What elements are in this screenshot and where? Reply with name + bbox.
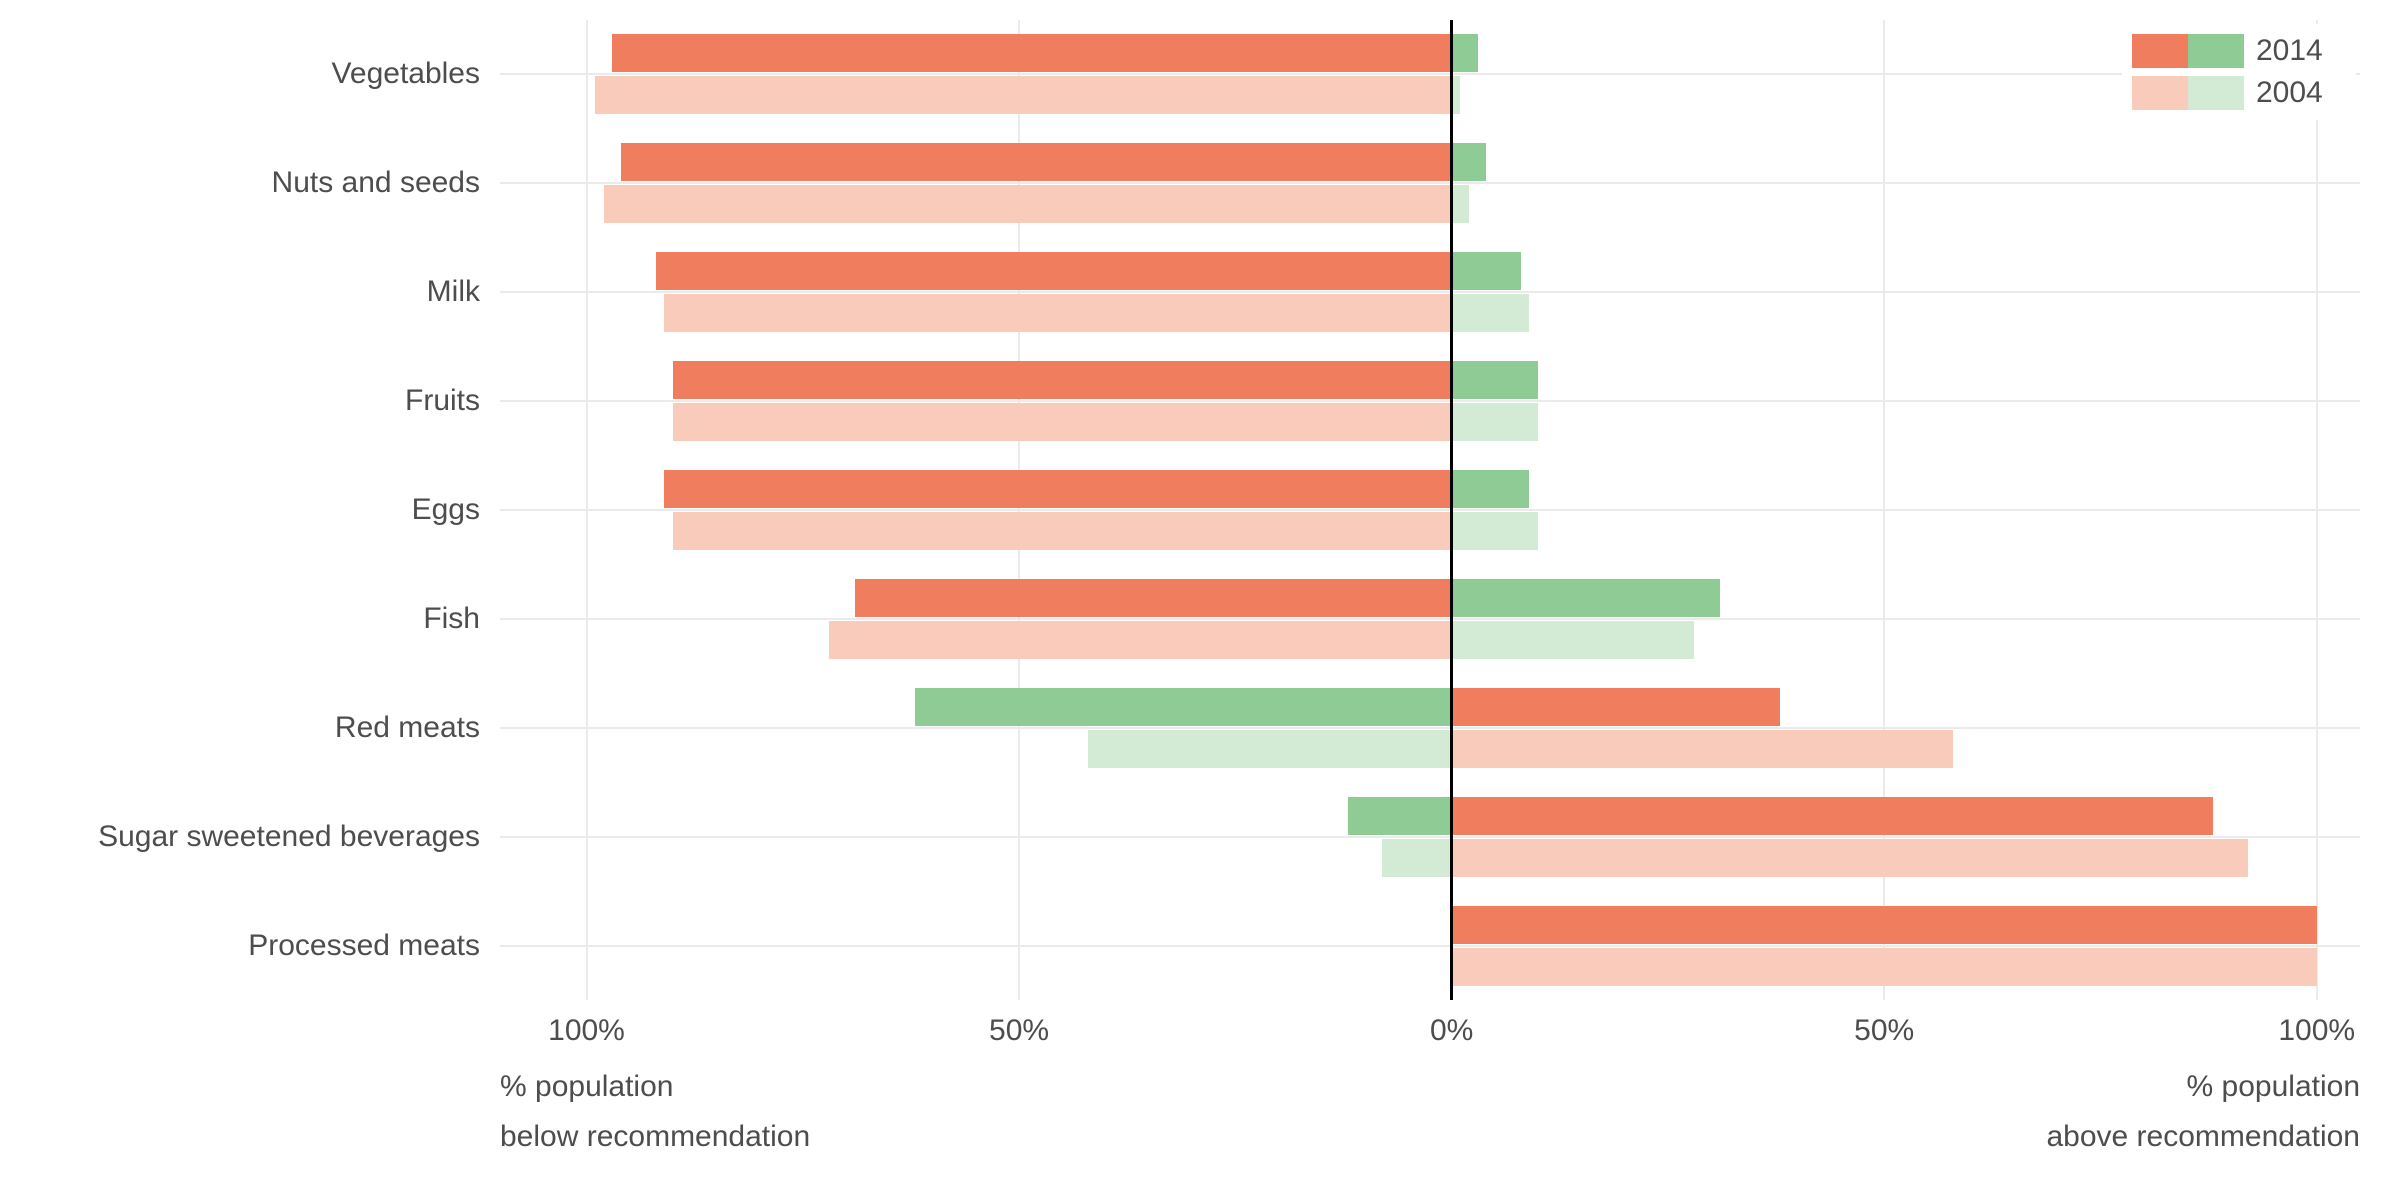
legend-swatch-2004-red [2132, 76, 2188, 110]
bar-below-2004 [595, 76, 1451, 114]
category-label: Processed meats [0, 929, 480, 963]
bar-below-2004 [604, 185, 1452, 223]
category-label: Sugar sweetened beverages [0, 820, 480, 854]
gridline-horizontal [500, 73, 2360, 75]
bar-below-2004 [664, 294, 1451, 332]
bar-below-2014 [1348, 797, 1452, 835]
bar-below-2004 [1382, 839, 1451, 877]
category-label: Milk [0, 275, 480, 309]
bar-below-2014 [656, 252, 1452, 290]
x-tick-label: 0% [1430, 1014, 1473, 1048]
gridline-horizontal [500, 509, 2360, 511]
bar-above-2014 [1452, 252, 1521, 290]
bar-above-2014 [1452, 906, 2317, 944]
category-label: Vegetables [0, 57, 480, 91]
legend-swatch-2014-red [2132, 34, 2188, 68]
bar-above-2004 [1452, 621, 1694, 659]
gridline-horizontal [500, 291, 2360, 293]
bar-below-2014 [621, 143, 1452, 181]
bar-above-2014 [1452, 361, 1539, 399]
caption-left-line1: % population [500, 1070, 673, 1104]
gridline-horizontal [500, 727, 2360, 729]
legend-label-2004: 2004 [2256, 76, 2323, 110]
bar-above-2014 [1452, 34, 1478, 72]
caption-left-line2: below recommendation [500, 1120, 810, 1154]
bar-above-2014 [1452, 143, 1487, 181]
caption-right-line2: above recommendation [2046, 1120, 2360, 1154]
legend: 2014 2004 [2122, 24, 2356, 120]
legend-label-2014: 2014 [2256, 34, 2323, 68]
bar-above-2014 [1452, 470, 1530, 508]
bar-below-2004 [673, 403, 1452, 441]
bar-above-2014 [1452, 797, 2213, 835]
bar-above-2004 [1452, 512, 1539, 550]
bar-below-2014 [915, 688, 1451, 726]
bar-above-2004 [1452, 185, 1469, 223]
category-label: Eggs [0, 493, 480, 527]
category-label: Red meats [0, 711, 480, 745]
gridline-horizontal [500, 945, 2360, 947]
category-label: Fish [0, 602, 480, 636]
gridline-horizontal [500, 400, 2360, 402]
bar-below-2014 [664, 470, 1451, 508]
diverging-bar-chart: 100% 50% 0% 50% 100% Vegetables Nuts and seed… [0, 0, 2400, 1200]
x-tick-label: 50% [1854, 1014, 1914, 1048]
bar-above-2004 [1452, 294, 1530, 332]
bar-above-2014 [1452, 579, 1720, 617]
bar-below-2014 [612, 34, 1451, 72]
bar-below-2004 [673, 512, 1452, 550]
category-label: Nuts and seeds [0, 166, 480, 200]
bar-below-2014 [673, 361, 1452, 399]
gridline-horizontal [500, 182, 2360, 184]
bar-above-2004 [1452, 839, 2248, 877]
category-label: Fruits [0, 384, 480, 418]
legend-swatch-2004-green [2188, 76, 2244, 110]
bar-above-2014 [1452, 688, 1781, 726]
bar-below-2004 [829, 621, 1452, 659]
x-tick-label: 50% [989, 1014, 1049, 1048]
bar-above-2004 [1452, 403, 1539, 441]
zero-line-segment [1450, 20, 1453, 1000]
x-tick-label: 100% [2278, 1014, 2355, 1048]
legend-swatch-2014-green [2188, 34, 2244, 68]
bar-below-2004 [1088, 730, 1451, 768]
caption-right-line1: % population [2187, 1070, 2360, 1104]
bar-above-2004 [1452, 730, 1954, 768]
bar-above-2004 [1452, 948, 2317, 986]
gridline-horizontal [500, 836, 2360, 838]
x-tick-label: 100% [548, 1014, 625, 1048]
gridline-horizontal [500, 618, 2360, 620]
bar-below-2014 [855, 579, 1452, 617]
